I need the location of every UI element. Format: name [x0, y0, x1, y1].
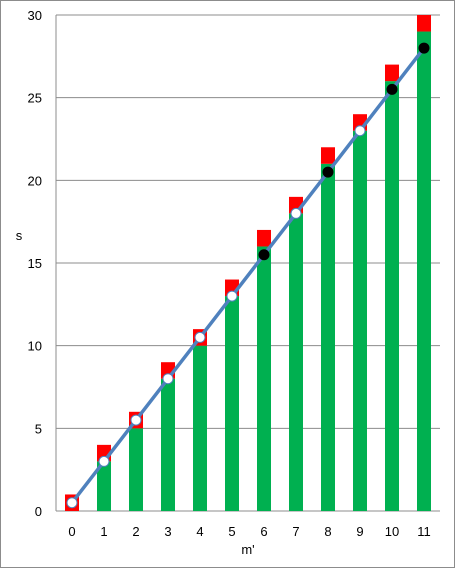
point-black	[386, 83, 398, 95]
x-tick-label: 5	[228, 524, 235, 539]
x-tick-label: 6	[260, 524, 267, 539]
y-tick-label: 15	[28, 256, 42, 271]
bar-green	[97, 461, 111, 511]
bar-red	[321, 147, 335, 164]
y-tick-label: 25	[28, 91, 42, 106]
bar-green	[129, 428, 143, 511]
x-tick-label: 4	[196, 524, 203, 539]
y-tick-label: 20	[28, 173, 42, 188]
point-white	[290, 207, 302, 219]
y-tick-label: 30	[28, 8, 42, 23]
x-tick-label: 2	[132, 524, 139, 539]
bar-green	[385, 81, 399, 511]
bar-green	[289, 213, 303, 511]
point-white	[98, 455, 110, 467]
x-tick-label: 8	[324, 524, 331, 539]
x-tick-label: 0	[68, 524, 75, 539]
y-axis-title: s	[16, 228, 23, 243]
bar-green	[193, 345, 207, 511]
x-tick-label: 11	[417, 524, 431, 539]
point-black	[322, 166, 334, 178]
bar-green	[321, 163, 335, 512]
y-tick-label: 5	[35, 421, 42, 436]
point-white	[66, 497, 78, 509]
bar-red	[417, 15, 431, 32]
point-white	[130, 414, 142, 426]
bar-green	[161, 378, 175, 511]
point-black	[418, 42, 430, 54]
y-tick-label: 0	[35, 504, 42, 519]
series-line	[70, 46, 426, 505]
x-axis-title: m'	[241, 542, 254, 557]
bar-green	[417, 31, 431, 512]
bar-green	[225, 296, 239, 511]
bar-green	[353, 130, 367, 511]
bar-green	[257, 246, 271, 511]
x-tick-label: 1	[100, 524, 107, 539]
x-tick-label: 9	[356, 524, 363, 539]
point-white	[162, 373, 174, 385]
point-white	[194, 331, 206, 343]
x-tick-label: 7	[292, 524, 299, 539]
point-black	[258, 249, 270, 261]
bar-red	[257, 229, 271, 247]
x-tick-label: 10	[385, 524, 399, 539]
point-white	[226, 290, 238, 302]
x-tick-label: 3	[164, 524, 171, 539]
y-tick-label: 10	[28, 339, 42, 354]
point-white	[354, 125, 366, 137]
bar-red	[385, 64, 399, 82]
